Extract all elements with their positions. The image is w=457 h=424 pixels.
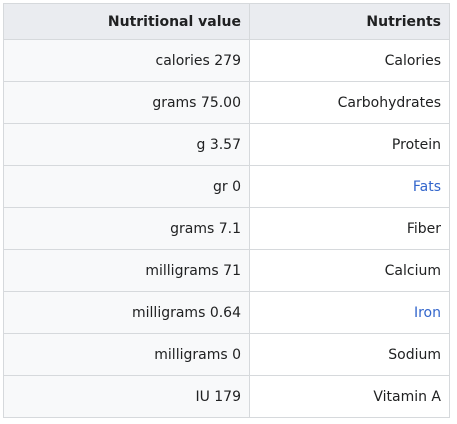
- cell-value: grams 7.1: [3, 207, 250, 250]
- table-row: milligrams 0 Sodium: [3, 333, 450, 376]
- table-row: grams 75.00 Carbohydrates: [3, 81, 450, 124]
- cell-nutrient: Sodium: [249, 333, 450, 376]
- nutrient-label: Sodium: [388, 346, 441, 363]
- cell-value: calories 279: [3, 39, 250, 82]
- cell-nutrient: Calories: [249, 39, 450, 82]
- cell-value: milligrams 0.64: [3, 291, 250, 334]
- table-row: milligrams 71 Calcium: [3, 249, 450, 292]
- cell-value: milligrams 0: [3, 333, 250, 376]
- table-row: calories 279 Calories: [3, 39, 450, 82]
- nutrient-label: Calcium: [384, 262, 441, 279]
- cell-nutrient: Fiber: [249, 207, 450, 250]
- header-row: Nutritional value Nutrients: [3, 3, 450, 40]
- table-row: g 3.57 Protein: [3, 123, 450, 166]
- header-nutrients: Nutrients: [249, 3, 450, 40]
- nutrient-label: Protein: [391, 136, 441, 153]
- cell-value: IU 179: [3, 375, 250, 418]
- table-row: milligrams 0.64 Iron: [3, 291, 450, 334]
- cell-value: milligrams 71: [3, 249, 250, 292]
- nutrient-label: Fiber: [406, 220, 441, 237]
- table-row: grams 7.1 Fiber: [3, 207, 450, 250]
- nutrient-label: Carbohydrates: [337, 94, 441, 111]
- nutrient-label: Calories: [384, 52, 441, 69]
- header-nutritional-value: Nutritional value: [3, 3, 250, 40]
- cell-nutrient: Protein: [249, 123, 450, 166]
- cell-nutrient: Calcium: [249, 249, 450, 292]
- table-row: gr 0 Fats: [3, 165, 450, 208]
- cell-nutrient: Carbohydrates: [249, 81, 450, 124]
- fats-link[interactable]: Fats: [412, 178, 441, 195]
- table-header: Nutritional value Nutrients: [3, 3, 450, 40]
- table-row: IU 179 Vitamin A: [3, 375, 450, 418]
- iron-link[interactable]: Iron: [413, 304, 441, 321]
- nutrient-label: Vitamin A: [373, 388, 441, 405]
- nutrition-table: Nutritional value Nutrients calories 279…: [3, 3, 450, 418]
- cell-nutrient: Iron: [249, 291, 450, 334]
- cell-value: grams 75.00: [3, 81, 250, 124]
- cell-nutrient: Vitamin A: [249, 375, 450, 418]
- cell-value: g 3.57: [3, 123, 250, 166]
- cell-value: gr 0: [3, 165, 250, 208]
- table-body: calories 279 Calories grams 75.00 Carboh…: [3, 39, 450, 418]
- cell-nutrient: Fats: [249, 165, 450, 208]
